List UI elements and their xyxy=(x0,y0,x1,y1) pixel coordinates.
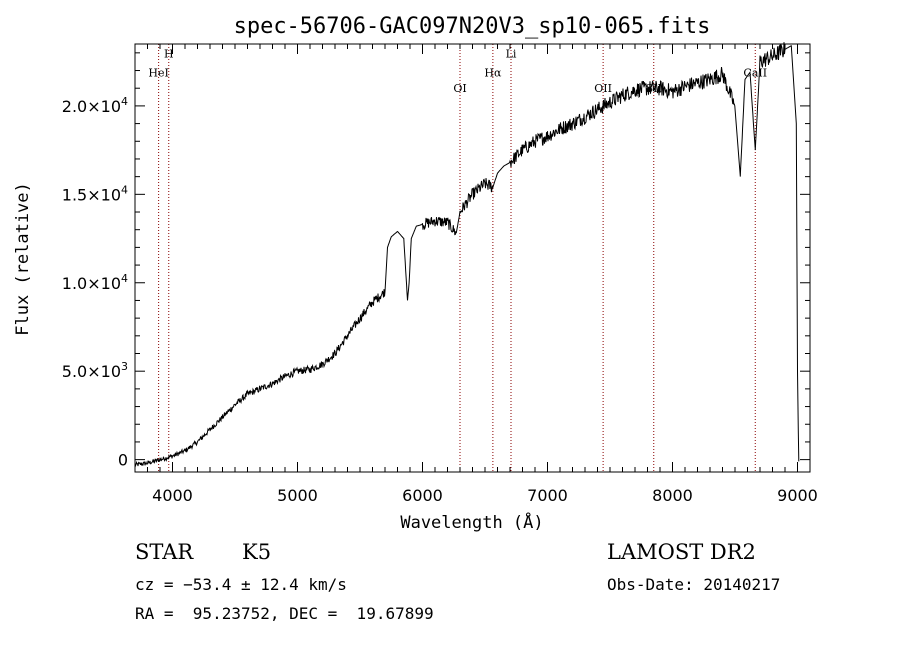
x-axis-label: Wavelength (Å) xyxy=(400,511,543,533)
coordinates: RA = 95.23752, DEC = 19.67899 xyxy=(135,604,434,623)
spectrum-line xyxy=(134,42,800,468)
chart-title: spec-56706-GAC097N20V3_sp10-065.fits xyxy=(234,14,711,39)
observation-date: Obs-Date: 20140217 xyxy=(607,575,781,594)
x-tick-label: 6000 xyxy=(402,486,443,505)
y-tick-label: 0 xyxy=(118,451,128,470)
marker-label: Hα xyxy=(484,67,502,80)
y-tick-label: 1.0×104 xyxy=(62,272,128,293)
survey-name: LAMOST DR2 xyxy=(607,540,756,564)
x-tick-label: 9000 xyxy=(777,486,818,505)
x-tick-label: 8000 xyxy=(652,486,693,505)
spectral-subclass: K5 xyxy=(242,540,272,564)
marker-label: HeI xyxy=(148,67,168,80)
object-type: STAR xyxy=(135,540,194,564)
marker-label: Li xyxy=(506,47,517,60)
plot-frame xyxy=(134,43,811,473)
marker-label: H xyxy=(164,47,174,60)
x-tick-label: 4000 xyxy=(152,486,193,505)
marker-label: OII xyxy=(594,82,612,95)
y-tick-label: 5.0×103 xyxy=(62,360,128,381)
marker-label: CaII xyxy=(743,67,767,80)
axis-ticks xyxy=(134,44,811,472)
x-tick-labels: 4000 5000 6000 7000 8000 9000 xyxy=(152,486,818,505)
x-tick-label: 5000 xyxy=(277,486,318,505)
y-axis-label: Flux (relative) xyxy=(13,182,33,336)
marker-label: OI xyxy=(453,82,466,95)
redshift-info: cz = −53.4 ± 12.4 km/s xyxy=(135,575,347,594)
y-tick-labels: 0 5.0×103 1.0×104 1.5×104 2.0×104 xyxy=(62,95,128,470)
x-tick-label: 7000 xyxy=(527,486,568,505)
y-tick-label: 1.5×104 xyxy=(62,183,128,204)
y-tick-label: 2.0×104 xyxy=(62,95,128,116)
